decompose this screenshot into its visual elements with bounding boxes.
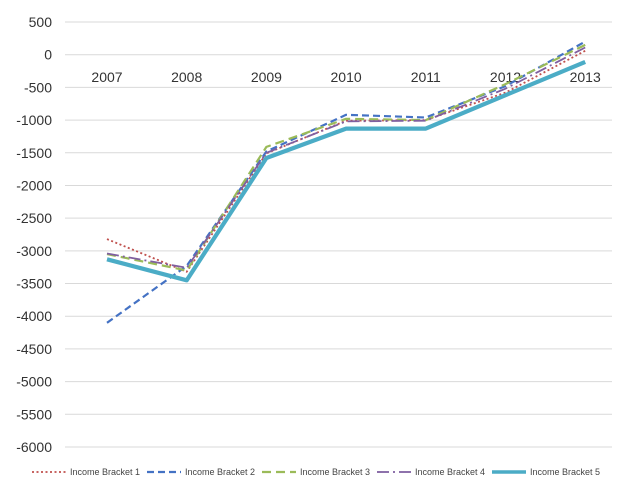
y-tick-label: -5000 [16,374,52,390]
y-tick-label: -500 [24,79,52,95]
series-lines [106,40,587,324]
gridlines [65,21,612,448]
series-2 [106,40,586,324]
y-axis-tick-labels: 500 0 -500 -1000 -1500 -2000 -2500 -3000 -3500 -4… [16,14,52,455]
legend-item: Income Bracket 4 [377,467,485,477]
legend-item: Income Bracket 5 [492,467,600,477]
y-tick-label: 0 [44,47,52,63]
x-tick-label: 2008 [171,69,202,85]
x-tick-label: 2010 [331,69,362,85]
series-line [106,43,586,272]
legend-item: Income Bracket 1 [32,467,140,477]
legend-label: Income Bracket 4 [415,467,485,477]
series-line [106,59,587,283]
legend-label: Income Bracket 5 [530,467,600,477]
y-tick-label: -6000 [16,439,52,455]
y-tick-label: -2000 [16,177,52,193]
y-tick-label: -1500 [16,145,52,161]
y-tick-label: -1000 [16,112,52,128]
x-tick-label: 2009 [251,69,282,85]
legend-label: Income Bracket 2 [185,467,255,477]
y-tick-label: -3000 [16,243,52,259]
series-5 [106,59,587,283]
legend-label: Income Bracket 1 [70,467,140,477]
y-tick-label: -4000 [16,308,52,324]
y-tick-label: 500 [29,14,53,30]
legend-item: Income Bracket 3 [262,467,370,477]
series-line [106,50,586,273]
series-4 [106,46,586,269]
series-line [106,40,586,324]
legend: Income Bracket 1 Income Bracket 2 Income B… [32,467,600,477]
legend-label: Income Bracket 3 [300,467,370,477]
y-tick-label: -2500 [16,210,52,226]
x-tick-label: 2013 [570,69,601,85]
legend-item: Income Bracket 2 [147,467,255,477]
x-axis-tick-labels: 2007 2008 2009 2010 2011 2012 2013 [91,69,601,85]
x-tick-label: 2011 [411,69,441,85]
y-tick-label: -4500 [16,341,52,357]
y-tick-label: -5500 [16,406,52,422]
x-tick-label: 2007 [91,69,122,85]
y-tick-label: -3500 [16,276,52,292]
